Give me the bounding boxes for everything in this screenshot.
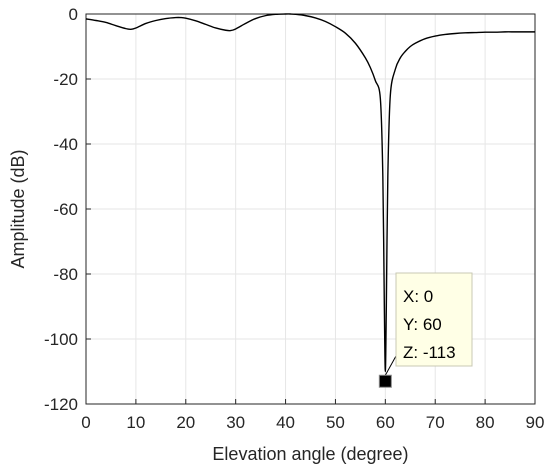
x-tick-label: 90 — [526, 413, 545, 432]
y-tick-label: -100 — [44, 330, 78, 349]
series-line — [85, 13, 535, 373]
y-tick-label: -20 — [53, 70, 78, 89]
y-tick-label: -80 — [53, 265, 78, 284]
x-tick-label: 0 — [81, 413, 90, 432]
datatip-box — [395, 272, 473, 367]
datatip[interactable]: X: 0 Y: 60 Z: -113 — [395, 272, 473, 367]
datatip-x-text: X: 0 — [403, 287, 433, 306]
y-axis: 0 -20 -40 -60 -80 -100 -120 — [44, 5, 91, 414]
x-tick-label: 30 — [226, 413, 245, 432]
x-tick-label: 60 — [376, 413, 395, 432]
x-axis: 0 10 20 30 40 50 60 70 80 90 — [81, 399, 544, 432]
y-tick-label: -40 — [53, 135, 78, 154]
datatip-y-text: Y: 60 — [403, 315, 442, 334]
datatip-z-text: Z: -113 — [403, 343, 456, 362]
datatip-marker[interactable] — [378, 374, 392, 388]
datatip-connector — [384, 355, 397, 376]
x-tick-label: 70 — [426, 413, 445, 432]
y-axis-label: Amplitude (dB) — [8, 149, 28, 268]
x-tick-label: 40 — [276, 413, 295, 432]
x-tick-label: 80 — [476, 413, 495, 432]
y-tick-label: -60 — [53, 200, 78, 219]
y-tick-label: 0 — [69, 5, 78, 24]
x-tick-label: 50 — [326, 413, 345, 432]
y-tick-label: -120 — [44, 395, 78, 414]
x-tick-label: 20 — [176, 413, 195, 432]
x-axis-label: Elevation angle (degree) — [212, 444, 408, 464]
x-tick-label: 10 — [126, 413, 145, 432]
